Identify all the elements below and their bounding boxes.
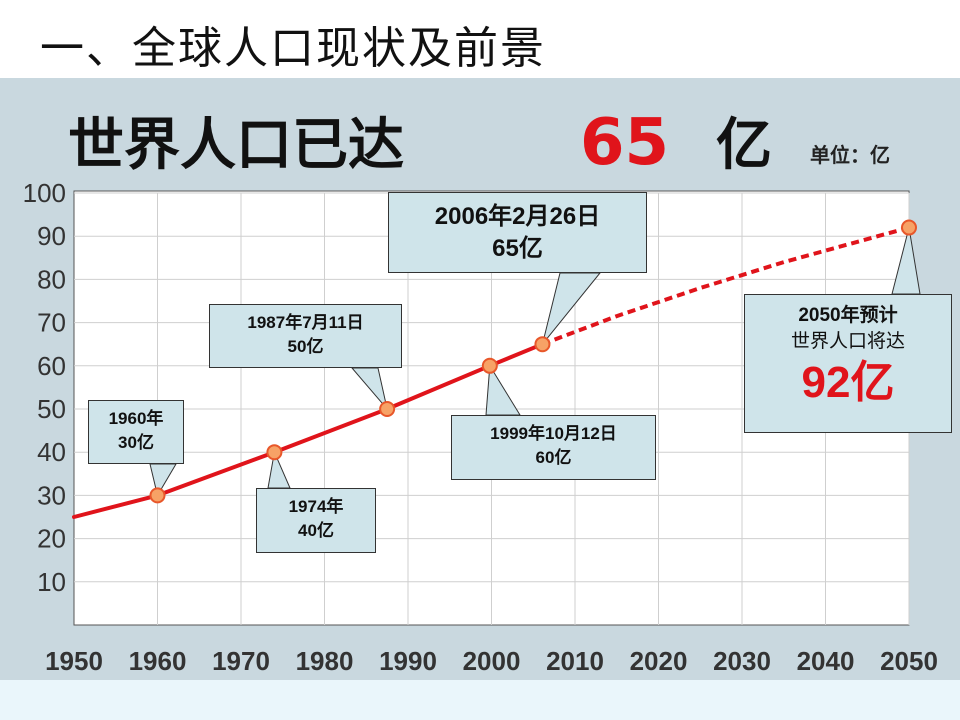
data-point-3: [481, 357, 498, 374]
x-tick-1990: 1990: [379, 646, 437, 676]
unit-label: 单位：亿: [810, 143, 890, 167]
callout-pointer-2: [350, 367, 388, 410]
callout-1999-line1: 1999年10月12日: [490, 424, 617, 443]
callout-pointer-4: [541, 272, 602, 345]
x-tick-2030: 2030: [713, 646, 771, 676]
y-tick-100: 100: [23, 178, 66, 208]
x-axis: 1950 1960 1970 1980 1990 2000 2010 2020 2030 2040…: [45, 646, 938, 676]
callout-1974-line2: 40亿: [298, 521, 334, 540]
callout-2050: 2050年预计 世界人口将达 92亿: [744, 294, 952, 433]
x-tick-2000: 2000: [463, 646, 521, 676]
y-tick-60: 60: [37, 351, 66, 381]
bottom-strip: [0, 680, 960, 720]
callout-1960-line2: 30亿: [118, 433, 154, 452]
data-points: [149, 219, 917, 504]
y-axis: 10 20 30 40 50 60 70 80 90 100: [23, 178, 66, 597]
callout-2050-line3: 92亿: [801, 358, 895, 407]
callout-1999: 1999年10月12日 60亿: [451, 415, 656, 480]
data-point-2: [379, 401, 396, 417]
callout-2006-line1: 2006年2月26日: [434, 203, 601, 230]
callout-2006: 2006年2月26日 65亿: [388, 192, 647, 273]
slide-title: 一、全球人口现状及前景: [40, 23, 546, 74]
y-tick-40: 40: [37, 437, 66, 467]
chart-title-main: 世界人口已达: [68, 113, 404, 178]
callout-1974: 1974年 40亿: [256, 488, 376, 553]
callout-1999-line2: 60亿: [535, 448, 572, 467]
data-point-5: [901, 219, 917, 236]
y-tick-70: 70: [37, 308, 66, 338]
y-tick-80: 80: [37, 264, 66, 294]
x-tick-2040: 2040: [797, 646, 855, 676]
callout-1987-line2: 50亿: [287, 337, 324, 356]
callout-1960-line1: 1960年: [108, 409, 164, 428]
y-tick-90: 90: [37, 221, 66, 251]
x-tick-2020: 2020: [630, 646, 688, 676]
callout-1974-line1: 1974年: [288, 497, 344, 516]
x-tick-2050: 2050: [880, 646, 938, 676]
x-tick-1970: 1970: [212, 646, 270, 676]
callout-pointers: [149, 227, 921, 497]
x-tick-1950: 1950: [45, 646, 103, 676]
callout-2050-line2: 世界人口将达: [790, 331, 905, 352]
data-point-1: [266, 444, 283, 461]
series-lines: [72, 225, 910, 519]
y-tick-30: 30: [37, 480, 66, 510]
x-tick-1980: 1980: [296, 646, 354, 676]
y-tick-10: 10: [37, 567, 66, 597]
series-line-solid: [72, 342, 545, 519]
callout-1960: 1960年 30亿: [88, 400, 184, 464]
data-point-0: [149, 487, 166, 504]
y-tick-50: 50: [37, 394, 66, 424]
chart-title-highlight: 65: [580, 106, 669, 180]
series-line-dashed: [541, 225, 910, 347]
x-tick-1960: 1960: [129, 646, 187, 676]
callout-1987: 1987年7月11日 50亿: [209, 304, 402, 368]
x-tick-2010: 2010: [546, 646, 604, 676]
chart-title-unit-char: 亿: [716, 113, 772, 178]
data-point-4: [534, 336, 551, 353]
callout-1987-line1: 1987年7月11日: [247, 313, 364, 332]
callout-2006-line2: 65亿: [492, 235, 543, 262]
y-tick-20: 20: [37, 524, 66, 554]
callout-2050-line1: 2050年预计: [798, 305, 898, 326]
